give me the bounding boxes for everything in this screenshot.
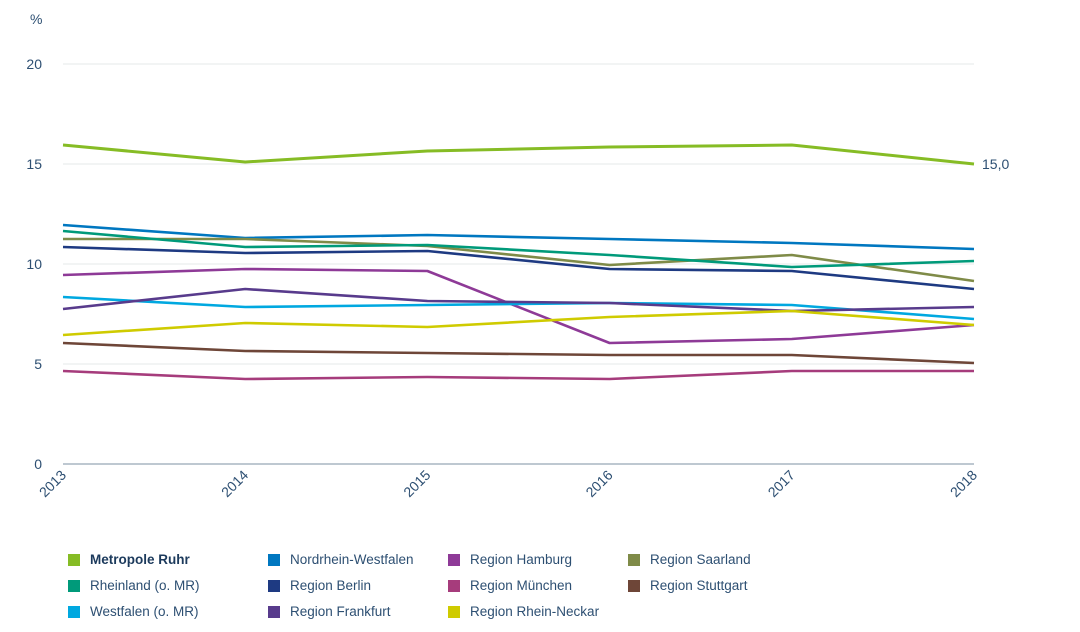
legend-swatch <box>268 553 280 566</box>
x-tick-label: 2016 <box>582 467 615 500</box>
series-line-rheinland-o-mr <box>62 229 975 269</box>
y-tick-label: 5 <box>34 356 42 372</box>
y-tick-label: 15 <box>26 156 42 172</box>
legend-label: Region Hamburg <box>470 552 573 567</box>
legend-item: Region Hamburg <box>448 552 572 567</box>
series-line-metropole-ruhr <box>62 143 975 166</box>
legend-swatch <box>448 553 460 566</box>
series-line-region-saarland <box>63 237 975 283</box>
legend-swatch <box>68 553 80 566</box>
legend-item: Nordrhein-Westfalen <box>268 552 414 567</box>
y-tick-label: 10 <box>26 256 42 272</box>
series-line-region-berlin <box>62 245 975 291</box>
y-tick-label: 20 <box>26 56 42 72</box>
legend-label: Region München <box>470 578 573 593</box>
legend-item: Region Saarland <box>628 552 751 567</box>
legend-swatch <box>448 605 460 618</box>
data-label: 15,0 <box>982 156 1009 172</box>
legend-swatch <box>68 605 80 618</box>
legend-swatch <box>68 579 80 592</box>
legend-swatch <box>268 605 280 618</box>
legend-label: Region Berlin <box>290 578 372 593</box>
gridlines <box>63 63 974 365</box>
series-line-region-rhein-neckar <box>62 309 975 337</box>
legend-swatch <box>448 579 460 592</box>
y-axis-ticks: 0 5 10 15 20 <box>26 56 42 472</box>
legend-label: Nordrhein-Westfalen <box>290 552 414 567</box>
legend-swatch <box>268 579 280 592</box>
legend-label: Region Saarland <box>650 552 751 567</box>
x-tick-label: 2015 <box>400 467 433 500</box>
legend-label: Region Frankfurt <box>290 604 391 619</box>
y-tick-label: 0 <box>34 456 42 472</box>
y-unit-label: % <box>30 11 42 27</box>
legend-item: Region Rhein-Neckar <box>448 604 599 619</box>
x-tick-label: 2017 <box>765 467 798 500</box>
legend-swatch <box>628 579 640 592</box>
x-tick-label: 2018 <box>947 467 980 500</box>
legend-label: Westfalen (o. MR) <box>90 604 199 619</box>
legend-item: Region Stuttgart <box>628 578 748 593</box>
x-tick-label: 2014 <box>218 467 251 500</box>
annotations: 15,0 <box>982 156 1009 172</box>
series-line-nordrhein-westfalen <box>62 223 975 251</box>
series-line-region-hamburg <box>62 267 975 345</box>
legend-label: Region Rhein-Neckar <box>470 604 600 619</box>
legend-item: Region München <box>448 578 572 593</box>
legend-item: Region Frankfurt <box>268 604 391 619</box>
legend-label: Metropole Ruhr <box>90 552 190 567</box>
series-line-region-frankfurt <box>62 287 975 313</box>
legend-item: Region Berlin <box>268 578 371 593</box>
legend-item: Rheinland (o. MR) <box>68 578 200 593</box>
legend-item: Westfalen (o. MR) <box>68 604 199 619</box>
legend-label: Region Stuttgart <box>650 578 748 593</box>
series-lines <box>62 143 975 381</box>
series-line-region-stuttgart <box>62 341 975 365</box>
legend-label: Rheinland (o. MR) <box>90 578 200 593</box>
series-line-westfalen-o-mr <box>62 295 975 321</box>
legend-swatch <box>628 553 640 566</box>
series-line-region-m-nchen <box>62 369 974 381</box>
legend-item: Metropole Ruhr <box>68 552 190 567</box>
x-axis-ticks: 2013 2014 2015 2016 2017 2018 <box>36 467 980 500</box>
